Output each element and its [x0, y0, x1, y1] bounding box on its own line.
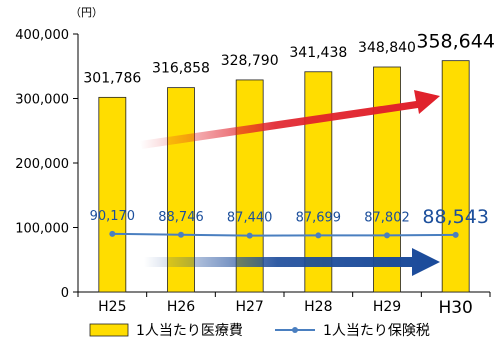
line-data-label: 87,699	[296, 210, 342, 225]
y-unit-label: （円）	[70, 6, 103, 19]
legend-line-marker	[292, 327, 298, 333]
line-point	[452, 231, 459, 238]
line-point	[109, 230, 116, 237]
bar-data-label: 341,438	[289, 45, 347, 61]
bar	[304, 71, 333, 293]
bar-data-label: 301,786	[83, 70, 141, 86]
line-data-label: 88,746	[158, 210, 204, 225]
data-labels: 301,786 316,858 328,790 341,438 348,840 358,6…	[83, 31, 495, 228]
line-path	[112, 232, 456, 237]
legend-bar-swatch	[89, 323, 129, 337]
y-tick-label: 400,000	[15, 28, 69, 43]
x-tick-label: H28	[304, 299, 332, 315]
line-point	[315, 232, 322, 239]
bar-data-label: 316,858	[152, 61, 210, 77]
x-tick-label: H30	[438, 298, 472, 318]
line-point	[384, 232, 390, 239]
legend: 1人当たり医療費 1人当たり保険税	[89, 322, 430, 339]
legend-bar-label: 1人当たり医療費	[136, 322, 243, 339]
x-tick-label: H27	[235, 299, 263, 315]
x-tick-label: H25	[98, 299, 126, 315]
line-data-label: 87,802	[364, 210, 410, 225]
line-point	[246, 232, 253, 239]
y-tick-label: 0	[61, 286, 69, 301]
trend-arrows	[140, 90, 440, 276]
line-data-label: 87,440	[227, 211, 273, 226]
x-tick-label: H29	[373, 299, 401, 315]
bar-data-label: 358,644	[416, 31, 495, 53]
x-tick-label: H26	[167, 299, 195, 315]
bar-data-label: 328,790	[221, 53, 279, 69]
y-tick-label: 100,000	[15, 222, 69, 237]
line-point	[178, 231, 184, 238]
axes: 0 100,000 200,000 300,000 400,000（円） H25 H26 H2…	[15, 6, 491, 318]
bar-data-label: 348,840	[358, 40, 416, 56]
bar	[98, 96, 127, 293]
bar	[235, 79, 264, 293]
y-tick-label: 300,000	[15, 93, 69, 108]
line-data-label: 90,170	[90, 209, 136, 224]
line-series	[109, 230, 459, 239]
line-data-label: 88,543	[422, 206, 488, 228]
up-trend-arrow	[140, 90, 440, 149]
flat-trend-arrow	[144, 248, 440, 276]
legend-line-label: 1人当たり保険税	[323, 323, 430, 339]
y-tick-label: 200,000	[15, 157, 69, 172]
bar	[441, 60, 470, 293]
